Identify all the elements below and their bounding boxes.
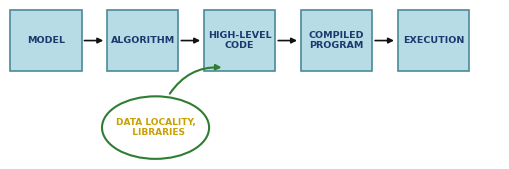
- FancyBboxPatch shape: [204, 10, 275, 71]
- FancyBboxPatch shape: [10, 10, 81, 71]
- Text: COMPILED
PROGRAM: COMPILED PROGRAM: [308, 31, 363, 50]
- Text: EXECUTION: EXECUTION: [402, 36, 463, 45]
- Text: HIGH-LEVEL
CODE: HIGH-LEVEL CODE: [208, 31, 271, 50]
- Text: MODEL: MODEL: [27, 36, 65, 45]
- Text: ALGORITHM: ALGORITHM: [110, 36, 175, 45]
- Ellipse shape: [102, 96, 209, 159]
- FancyBboxPatch shape: [300, 10, 372, 71]
- FancyBboxPatch shape: [107, 10, 178, 71]
- Text: DATA LOCALITY,
  LIBRARIES: DATA LOCALITY, LIBRARIES: [116, 118, 195, 137]
- FancyBboxPatch shape: [397, 10, 468, 71]
